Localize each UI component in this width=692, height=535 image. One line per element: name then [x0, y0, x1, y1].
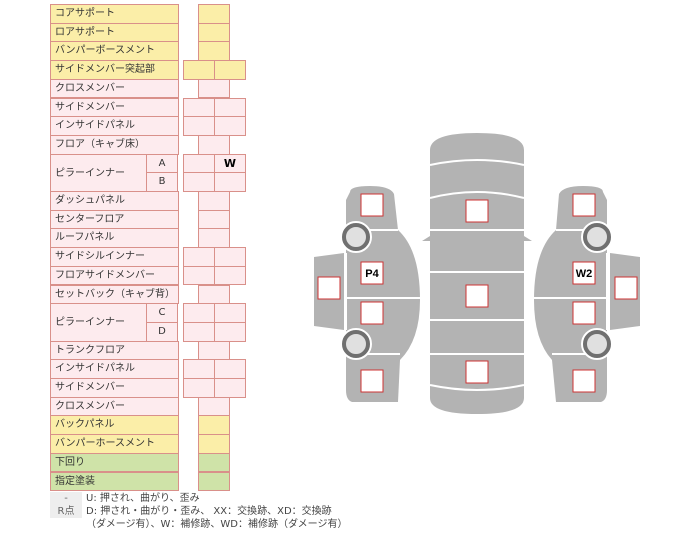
car-right-side	[534, 186, 607, 402]
panel-box-roof[interactable]	[465, 284, 489, 308]
panel-box-right-rear-fender[interactable]	[572, 369, 596, 393]
car-body-top	[422, 133, 532, 414]
legend-text: U: 押され、曲がり、歪み	[86, 493, 200, 504]
panel-box-right-mirror-door[interactable]	[614, 276, 638, 300]
legend-text: （ダメージ有）、W：補修跡、WD：補修跡（ダメージ有）	[86, 519, 348, 530]
panel-box-left-front-fender[interactable]	[360, 193, 384, 217]
inspection-cell[interactable]	[198, 471, 230, 492]
panel-box-trunk[interactable]	[465, 360, 489, 384]
panel-mark: P4	[365, 268, 379, 280]
panel-box-left-front-door[interactable]	[360, 261, 384, 285]
panel-box-left-rear-door[interactable]	[360, 301, 384, 325]
panel-box-hood[interactable]	[465, 199, 489, 223]
legend-key: -	[50, 492, 82, 505]
row-label: 指定塗装	[50, 471, 179, 492]
row-label: ピラーインナー	[50, 153, 147, 192]
panel-mark: W2	[576, 268, 593, 280]
legend-text: D: 押され・曲がり・歪み、 XX：交換跡、XD：交換跡	[86, 506, 332, 517]
inspection-cell[interactable]	[214, 265, 246, 286]
panel-box-left-mirror-door[interactable]	[317, 276, 341, 300]
panel-box-right-rear-door[interactable]	[572, 301, 596, 325]
row-label: フロアサイドメンバー	[50, 265, 179, 286]
inspection-cell[interactable]	[214, 116, 246, 136]
inspection-cell[interactable]	[214, 60, 246, 80]
legend: - U: 押され、曲がり、歪み R点 D: 押され・曲がり・歪み、 XX：交換跡、XD…	[50, 492, 347, 531]
panel-box-left-rear-fender[interactable]	[360, 369, 384, 393]
inspection-cell[interactable]	[214, 378, 246, 398]
legend-key: R点	[50, 505, 82, 518]
panel-box-right-front-door[interactable]	[572, 261, 596, 285]
inspection-cell[interactable]	[214, 321, 246, 342]
panel-box-right-front-fender[interactable]	[572, 193, 596, 217]
inspection-cell[interactable]	[214, 172, 246, 192]
